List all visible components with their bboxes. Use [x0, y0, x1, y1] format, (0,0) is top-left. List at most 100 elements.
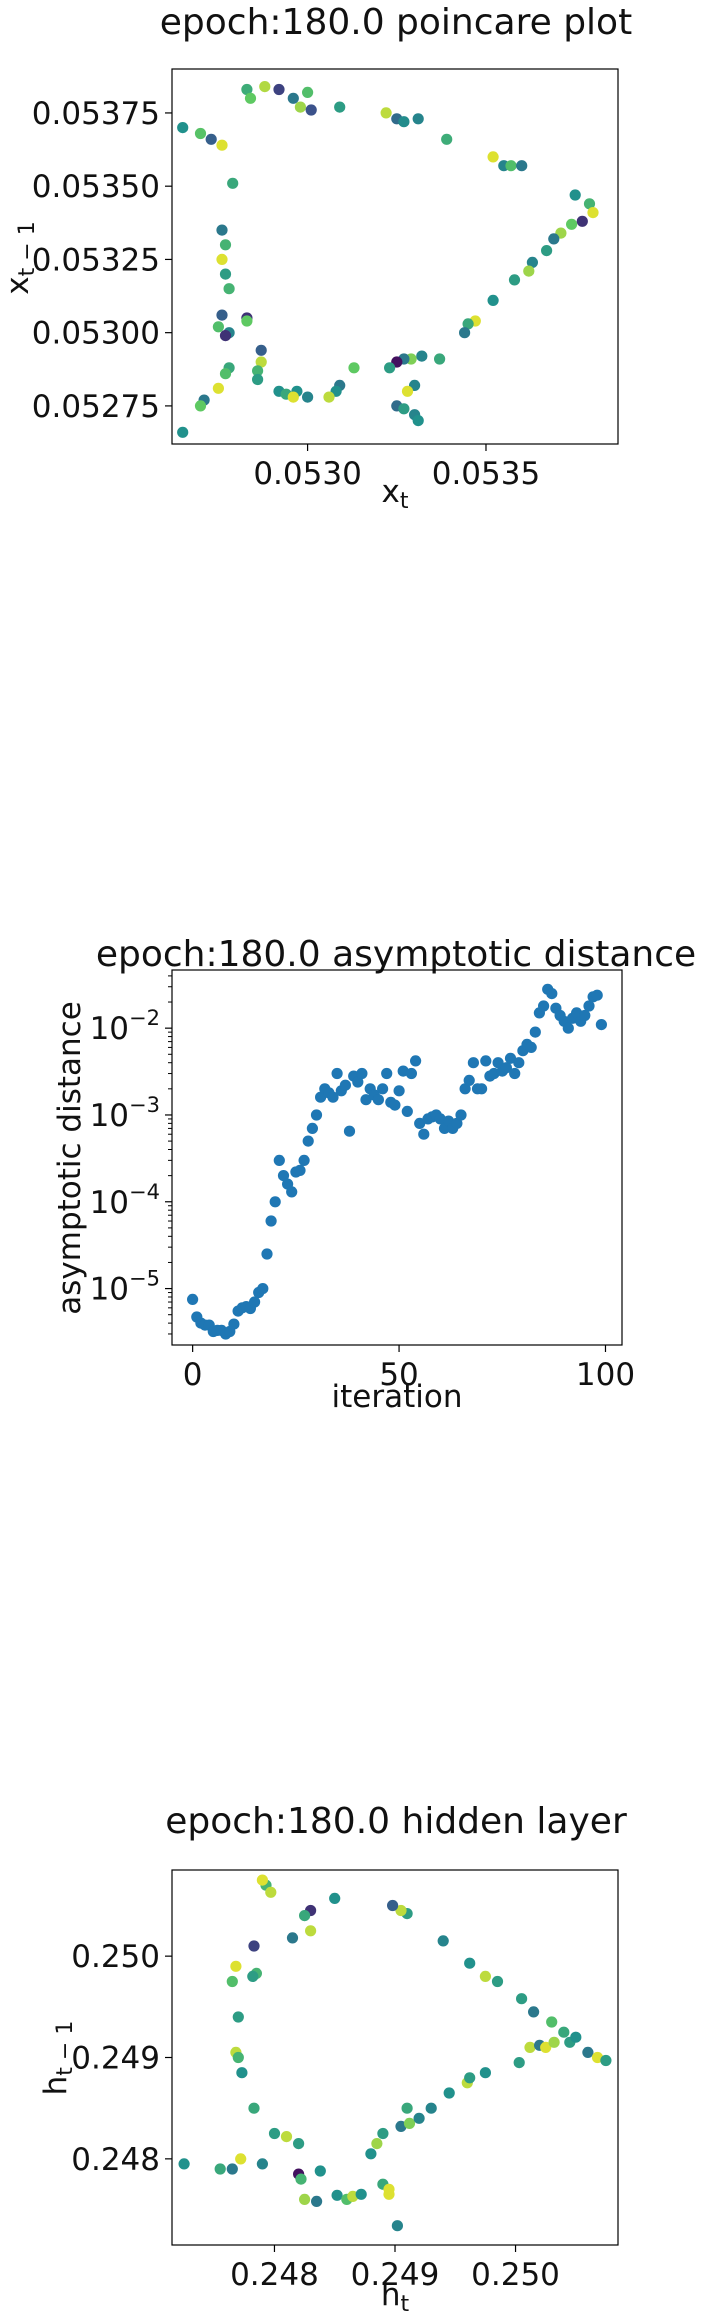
- poincare-plot-point: [259, 81, 271, 93]
- hidden-layer-point: [256, 2158, 268, 2170]
- asymptotic-distance-point: [261, 1248, 273, 1260]
- poincare-plot-point: [216, 139, 228, 151]
- hidden-layer-point: [280, 2131, 293, 2143]
- asymptotic-distance-x-tick-label: 50: [379, 1357, 418, 1393]
- asymptotic-distance-point: [339, 1079, 351, 1091]
- poincare-plot-point: [212, 321, 224, 333]
- poincare-plot-y-tick-label: 0.05300: [32, 316, 160, 352]
- asymptotic-distance-point: [257, 1283, 269, 1295]
- poincare-plot-point: [576, 215, 588, 227]
- poincare-plot-y-tick-label: 0.05375: [32, 96, 160, 132]
- hidden-layer-point: [371, 2138, 383, 2150]
- hidden-layer-point: [256, 1874, 268, 1886]
- poincare-plot-point: [287, 391, 299, 403]
- poincare-plot-point: [380, 107, 392, 119]
- hidden-layer-point: [329, 1892, 341, 1904]
- hidden-layer-point: [558, 2026, 570, 2038]
- asymptotic-distance-point: [583, 1000, 595, 1012]
- asymptotic-distance-y-tick-label: 10−2: [90, 1006, 160, 1047]
- hidden-layer-point: [299, 2193, 311, 2205]
- asymptotic-distance-point: [389, 1099, 401, 1111]
- asymptotic-distance-point: [265, 1215, 277, 1227]
- asymptotic-distance-point: [352, 1076, 364, 1088]
- hidden-layer-point: [528, 2006, 540, 2018]
- poincare-plot-point: [216, 224, 228, 236]
- hidden-layer-point: [479, 2067, 491, 2079]
- hidden-layer-y-tick-label: 0.250: [71, 1939, 160, 1975]
- hidden-layer-point: [513, 2057, 525, 2069]
- asymptotic-distance-point: [315, 1091, 327, 1103]
- poincare-plot-y-tick-label: 0.05275: [32, 389, 160, 425]
- hidden-layer-point: [425, 2102, 437, 2114]
- asymptotic-distance-point: [302, 1135, 314, 1147]
- asymptotic-distance-point: [410, 1055, 422, 1067]
- asymptotic-distance-x-tick-label: 0: [183, 1357, 203, 1393]
- hidden-layer-point: [582, 2046, 594, 2058]
- poincare-plot-point: [212, 382, 224, 394]
- hidden-layer-y-label: ht − 1: [38, 2021, 78, 2096]
- hidden-layer-point: [295, 2173, 307, 2185]
- asymptotic-distance-point: [360, 1094, 372, 1106]
- hidden-layer-point: [355, 2188, 367, 2200]
- poincare-plot-point: [194, 400, 207, 412]
- asymptotic-distance-point: [595, 1019, 608, 1031]
- poincare-plot-point: [219, 268, 232, 280]
- hidden-layer-point: [516, 1993, 528, 2005]
- asymptotic-distance-point: [513, 1057, 525, 1069]
- asymptotic-distance-point: [269, 1196, 281, 1208]
- hidden-layer-point: [413, 2112, 425, 2124]
- asymptotic-distance-point: [381, 1067, 393, 1080]
- hidden-layer-point: [437, 1935, 449, 1947]
- hidden-layer-x-tick-label: 0.249: [351, 2257, 440, 2293]
- asymptotic-distance-point: [476, 1083, 488, 1095]
- asymptotic-distance-point: [405, 1067, 417, 1080]
- hidden-layer-point: [479, 1970, 491, 1982]
- poincare-plot-point: [205, 133, 217, 145]
- asymptotic-distance-point: [187, 1293, 199, 1305]
- poincare-plot-point: [526, 256, 539, 268]
- poincare-plot-point: [219, 368, 232, 380]
- hidden-layer-point: [265, 1886, 277, 1898]
- asymptotic-distance-point: [228, 1318, 240, 1330]
- poincare-plot-point: [516, 160, 528, 172]
- asymptotic-distance-point: [463, 1074, 475, 1086]
- asymptotic-distance-point: [455, 1109, 467, 1121]
- poincare-plot-point: [508, 274, 521, 286]
- asymptotic-distance-point: [310, 1109, 323, 1121]
- poincare-plot-point: [401, 385, 414, 397]
- poincare-plot-point: [566, 218, 578, 230]
- poincare-plot-point: [487, 151, 499, 163]
- poincare-plot-point: [219, 239, 232, 251]
- asymptotic-distance-point: [492, 1057, 504, 1069]
- hidden-layer-point: [600, 2054, 612, 2067]
- poincare-plot-point: [541, 245, 553, 257]
- asymptotic-distance-point: [525, 1041, 537, 1053]
- hidden-layer-title: epoch:180.0 hidden layer: [165, 1801, 627, 1842]
- poincare-plot-point: [216, 253, 228, 265]
- poincare-plot-point: [505, 160, 517, 172]
- asymptotic-distance-x-tick-label: 100: [576, 1357, 635, 1393]
- asymptotic-distance-point: [298, 1154, 310, 1166]
- poincare-plot-point: [302, 86, 314, 98]
- hidden-layer-point: [401, 2102, 413, 2114]
- hidden-layer-axes: 0.248 0.249 0.250 0.248 0.249 0.250: [71, 1939, 560, 2293]
- hidden-layer-point: [299, 1910, 311, 1922]
- poincare-plot-point: [523, 265, 535, 277]
- poincare-plot-chart: epoch:180.0 poincare plot 0.0530 0.05350.…: [0, 2, 632, 514]
- poincare-plot-point: [194, 127, 207, 140]
- asymptotic-distance-point: [249, 1296, 261, 1308]
- asymptotic-distance-point: [294, 1164, 306, 1176]
- hidden-layer-point: [403, 2117, 416, 2129]
- asymptotic-distance-frame: [171, 969, 623, 1346]
- hidden-layer-point: [546, 2016, 558, 2028]
- hidden-layer-point: [268, 2127, 281, 2140]
- poincare-plot-x-label: xt: [382, 474, 409, 514]
- asymptotic-distance-point: [467, 1057, 479, 1069]
- poincare-plot-point: [323, 391, 335, 403]
- asymptotic-distance-point: [591, 989, 603, 1001]
- hidden-layer-point: [540, 2041, 552, 2053]
- hidden-layer-point: [391, 2220, 403, 2232]
- asymptotic-distance-point: [579, 1009, 591, 1022]
- asymptotic-distance-points: [187, 983, 608, 1340]
- asymptotic-distance-point: [343, 1125, 356, 1137]
